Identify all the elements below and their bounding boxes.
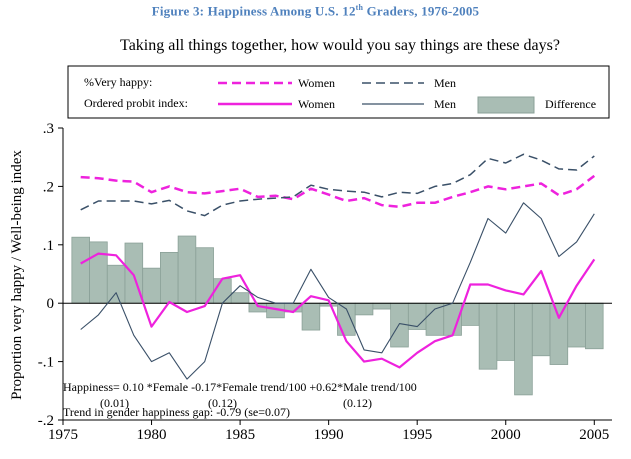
figure-title-prefix: Figure 3: Happiness Among U.S. 12 — [151, 3, 356, 19]
legend-difference-label: Difference — [545, 97, 596, 111]
difference-bar-1976 — [71, 236, 90, 304]
difference-bar-2001 — [514, 302, 533, 396]
x-tick-label-1975: 1975 — [48, 427, 78, 443]
legend-row2-label: Ordered probit index: — [84, 96, 188, 110]
annotation-se3: (0.12) — [343, 396, 372, 410]
y-tick-label-0: -.2 — [38, 413, 54, 429]
difference-bar-1981 — [160, 251, 179, 304]
series-very-happy-men — [80, 153, 595, 217]
difference-bar-1991 — [337, 302, 356, 336]
difference-bar-2005 — [585, 302, 604, 350]
figure-title: Figure 3: Happiness Among U.S. 12th Grad… — [0, 3, 631, 19]
legend-op-women-label: Women — [298, 97, 335, 111]
difference-bar-1996 — [425, 302, 445, 336]
difference-bar-1980 — [142, 267, 161, 304]
legend: %Very happy: Women Men Ordered probit in… — [67, 65, 610, 119]
x-tick-label-1980: 1980 — [137, 427, 167, 443]
difference-bar-1992 — [354, 302, 374, 316]
y-tick-label-2: 0 — [47, 296, 55, 312]
regression-annotation: Happiness= 0.10 *Female -0.17*Female tre… — [63, 380, 417, 419]
legend-vh-women-label: Women — [298, 76, 335, 90]
annotation-se1: (0.01) — [100, 396, 129, 410]
annotation-line1: Happiness= 0.10 *Female -0.17*Female tre… — [63, 380, 417, 394]
y-tick-label-5: .3 — [43, 121, 54, 137]
x-tick-label-1985: 1985 — [225, 427, 255, 443]
legend-swatch-difference — [477, 96, 535, 114]
x-tick-label-1995: 1995 — [402, 427, 432, 443]
x-tick-label-1990: 1990 — [314, 427, 344, 443]
y-axis-title: Proportion very happy / Well-being index — [9, 150, 25, 400]
difference-bar-1993 — [372, 302, 392, 310]
legend-row1-label: %Very happy: — [84, 75, 152, 89]
difference-bar-1977 — [89, 241, 108, 304]
annotation-se2: (0.12) — [208, 396, 237, 410]
difference-bar-1999 — [478, 302, 498, 370]
difference-bar-1984 — [213, 278, 232, 304]
difference-bar-2000 — [496, 302, 515, 361]
figure-title-suffix: Graders, 1976-2005 — [363, 3, 480, 19]
difference-bar-2002 — [531, 302, 551, 357]
series-very-happy-women — [80, 174, 596, 209]
y-tick-label-1: -.1 — [38, 355, 54, 371]
difference-bar-1978 — [106, 264, 126, 304]
legend-op-men-label: Men — [434, 97, 456, 111]
legend-vh-men-label: Men — [434, 76, 456, 90]
x-tick-label-2000: 2000 — [491, 427, 521, 443]
difference-bar-1985 — [230, 292, 250, 304]
difference-bar-1982 — [177, 235, 197, 304]
annotation-line2: Trend in gender happiness gap: -0.79 (se… — [63, 405, 290, 419]
difference-bar-1989 — [301, 302, 321, 331]
figure-title-sup: th — [355, 3, 364, 12]
chart-title: Taking all things together, how would yo… — [120, 37, 560, 54]
y-tick-label-3: .1 — [43, 238, 54, 254]
x-tick-label-2005: 2005 — [579, 427, 609, 443]
difference-bar-1998 — [461, 302, 480, 326]
difference-bar-2003 — [549, 302, 569, 365]
series-probit-men — [80, 202, 595, 380]
difference-bar-2004 — [567, 302, 586, 348]
y-tick-label-4: .2 — [43, 179, 54, 195]
series-probit-women — [80, 252, 596, 369]
